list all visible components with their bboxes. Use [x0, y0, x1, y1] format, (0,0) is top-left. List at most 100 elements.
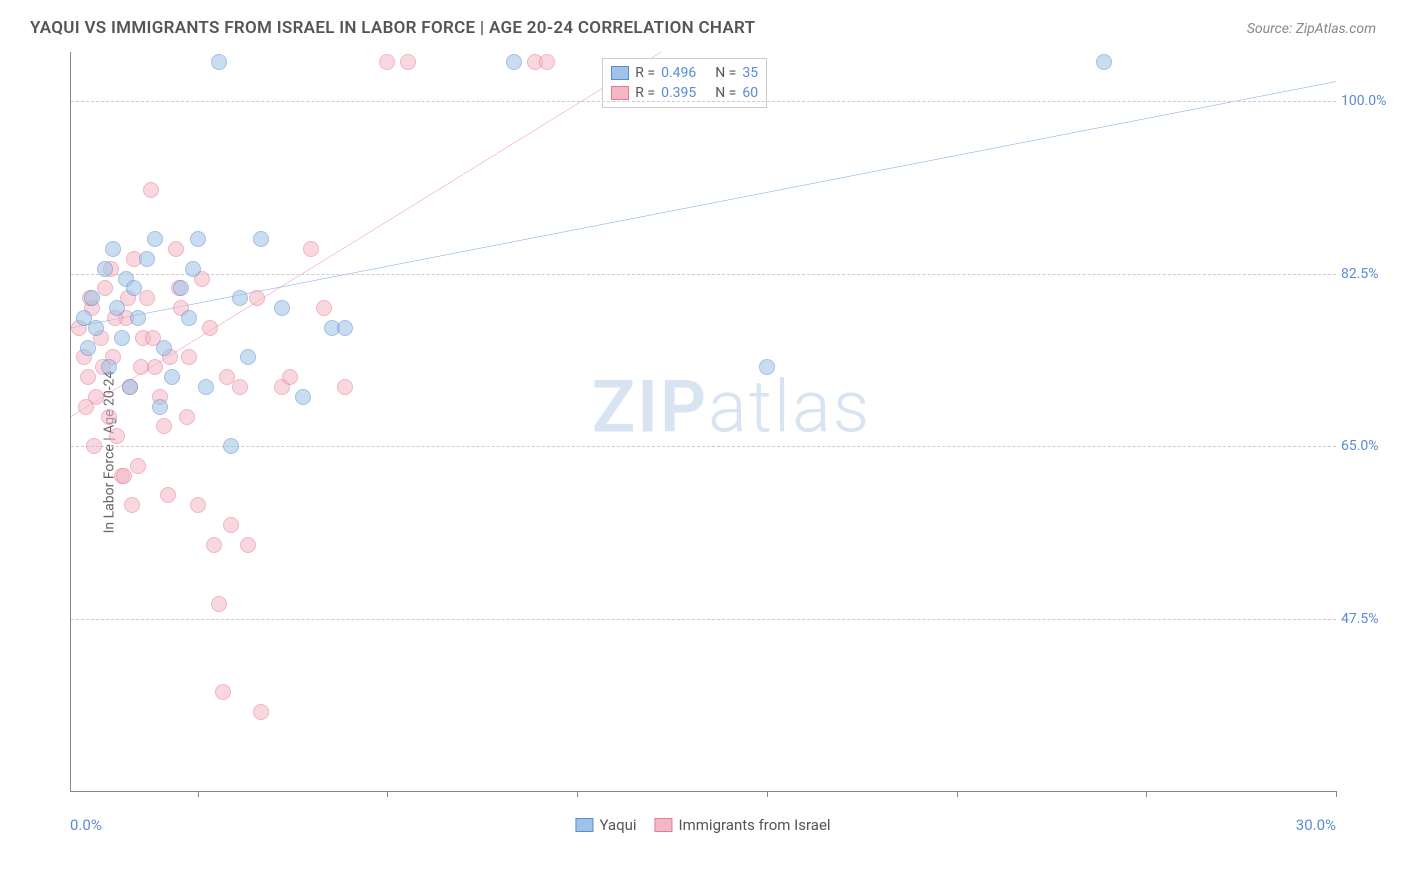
- swatch-series1-icon: [575, 818, 593, 832]
- source-label: Source: ZipAtlas.com: [1247, 21, 1376, 37]
- scatter-point-series2: [133, 359, 149, 375]
- scatter-point-series1: [506, 54, 522, 70]
- scatter-point-series1: [759, 359, 775, 375]
- scatter-point-series1: [88, 320, 104, 336]
- scatter-point-series2: [316, 300, 332, 316]
- scatter-point-series1: [84, 290, 100, 306]
- scatter-point-series2: [202, 320, 218, 336]
- scatter-point-series2: [143, 182, 159, 198]
- scatter-point-series2: [86, 438, 102, 454]
- scatter-point-series2: [168, 241, 184, 257]
- scatter-point-series1: [152, 399, 168, 415]
- scatter-point-series1: [130, 310, 146, 326]
- n-label-1: N =: [715, 65, 736, 81]
- scatter-point-series2: [539, 54, 555, 70]
- swatch-series1-icon: [611, 66, 629, 80]
- chart-area: In Labor Force | Age 20-24 ZIPatlas R = …: [20, 52, 1386, 852]
- scatter-point-series1: [97, 261, 113, 277]
- scatter-point-series2: [337, 379, 353, 395]
- scatter-point-series2: [282, 369, 298, 385]
- legend-item-2: Immigrants from Israel: [655, 816, 831, 834]
- chart-title: YAQUI VS IMMIGRANTS FROM ISRAEL IN LABOR…: [30, 18, 755, 38]
- x-tick: [198, 791, 199, 797]
- plot-region: ZIPatlas R = 0.496 N = 35 R = 0.395: [70, 52, 1336, 792]
- scatter-point-series1: [122, 379, 138, 395]
- trend-lines-svg: [71, 52, 1336, 791]
- r-value-1: 0.496: [661, 65, 696, 81]
- scatter-point-series1: [240, 349, 256, 365]
- scatter-point-series1: [190, 231, 206, 247]
- scatter-point-series2: [206, 537, 222, 553]
- scatter-point-series2: [181, 349, 197, 365]
- scatter-point-series2: [253, 704, 269, 720]
- scatter-point-series2: [101, 409, 117, 425]
- y-tick-label: 65.0%: [1341, 438, 1396, 454]
- scatter-point-series1: [109, 300, 125, 316]
- x-tick: [577, 791, 578, 797]
- y-tick-label: 82.5%: [1341, 266, 1396, 282]
- scatter-point-series2: [156, 418, 172, 434]
- scatter-point-series1: [253, 231, 269, 247]
- x-tick: [1336, 791, 1337, 797]
- scatter-point-series2: [124, 497, 140, 513]
- scatter-point-series1: [80, 340, 96, 356]
- scatter-point-series2: [303, 241, 319, 257]
- r-value-2: 0.395: [661, 85, 696, 101]
- legend-label-1: Yaqui: [599, 816, 636, 834]
- scatter-point-series2: [147, 359, 163, 375]
- scatter-point-series2: [379, 54, 395, 70]
- gridline: [71, 274, 1336, 275]
- scatter-point-series1: [337, 320, 353, 336]
- scatter-point-series2: [116, 468, 132, 484]
- scatter-point-series1: [295, 389, 311, 405]
- gridline: [71, 619, 1336, 620]
- scatter-point-series1: [101, 359, 117, 375]
- scatter-point-series1: [223, 438, 239, 454]
- x-tick: [1146, 791, 1147, 797]
- n-label-2: N =: [715, 85, 736, 101]
- gridline: [71, 446, 1336, 447]
- scatter-point-series2: [109, 428, 125, 444]
- y-tick-label: 100.0%: [1341, 93, 1396, 109]
- scatter-point-series2: [179, 409, 195, 425]
- watermark: ZIPatlas: [592, 364, 872, 449]
- correlation-row-1: R = 0.496 N = 35: [611, 63, 758, 83]
- n-value-1: 35: [742, 65, 758, 81]
- n-value-2: 60: [742, 85, 758, 101]
- scatter-point-series2: [160, 487, 176, 503]
- scatter-point-series1: [181, 310, 197, 326]
- scatter-point-series2: [249, 290, 265, 306]
- chart-container: YAQUI VS IMMIGRANTS FROM ISRAEL IN LABOR…: [0, 0, 1406, 892]
- swatch-series2-icon: [611, 86, 629, 100]
- scatter-point-series1: [173, 280, 189, 296]
- scatter-point-series1: [156, 340, 172, 356]
- scatter-point-series1: [211, 54, 227, 70]
- watermark-part2: atlas: [708, 364, 871, 449]
- scatter-point-series2: [240, 537, 256, 553]
- r-label-1: R =: [635, 65, 655, 81]
- scatter-point-series2: [80, 369, 96, 385]
- correlation-row-2: R = 0.395 N = 60: [611, 83, 758, 103]
- scatter-point-series2: [190, 497, 206, 513]
- swatch-series2-icon: [655, 818, 673, 832]
- scatter-point-series1: [274, 300, 290, 316]
- legend-label-2: Immigrants from Israel: [679, 816, 831, 834]
- legend-item-1: Yaqui: [575, 816, 636, 834]
- x-axis-max-label: 30.0%: [1296, 816, 1336, 834]
- scatter-point-series2: [223, 517, 239, 533]
- scatter-point-series2: [130, 458, 146, 474]
- gridline: [71, 101, 1336, 102]
- scatter-point-series1: [147, 231, 163, 247]
- scatter-point-series2: [400, 54, 416, 70]
- scatter-point-series2: [215, 684, 231, 700]
- scatter-point-series2: [232, 379, 248, 395]
- scatter-point-series1: [198, 379, 214, 395]
- scatter-point-series2: [211, 596, 227, 612]
- series-legend: Yaqui Immigrants from Israel: [575, 816, 830, 834]
- x-tick: [387, 791, 388, 797]
- title-row: YAQUI VS IMMIGRANTS FROM ISRAEL IN LABOR…: [20, 10, 1386, 52]
- scatter-point-series2: [139, 290, 155, 306]
- scatter-point-series1: [232, 290, 248, 306]
- x-tick: [957, 791, 958, 797]
- scatter-point-series1: [139, 251, 155, 267]
